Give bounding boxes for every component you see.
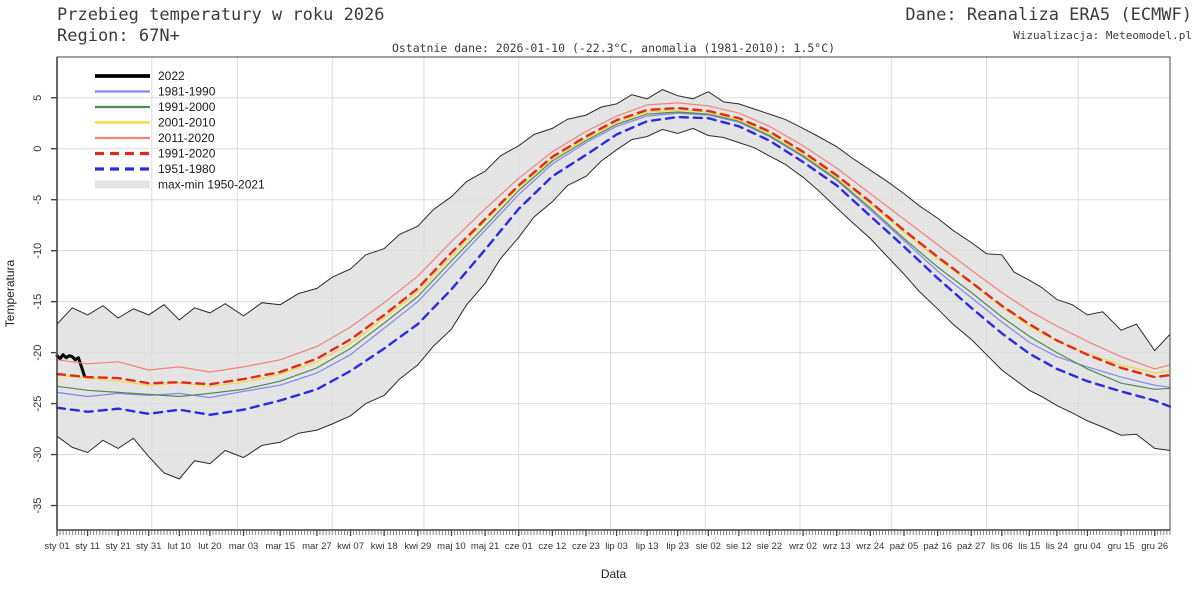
svg-text:0: 0 bbox=[32, 146, 44, 152]
svg-text:cze 12: cze 12 bbox=[538, 541, 566, 552]
svg-text:paź 05: paź 05 bbox=[890, 541, 919, 552]
legend-label: 1951-1980 bbox=[158, 162, 216, 176]
legend-item: 1951-1980 bbox=[95, 162, 216, 176]
svg-text:lis 24: lis 24 bbox=[1046, 541, 1068, 552]
minmax-band bbox=[57, 89, 1170, 479]
svg-text:wrz 24: wrz 24 bbox=[855, 541, 884, 552]
y-axis-title: Temperatura bbox=[3, 259, 17, 327]
legend-label: 1981-1990 bbox=[158, 85, 216, 99]
svg-text:cze 01: cze 01 bbox=[505, 541, 533, 552]
svg-text:sie 22: sie 22 bbox=[757, 541, 782, 552]
svg-text:-15: -15 bbox=[32, 294, 44, 310]
legend-label: 2001-2010 bbox=[158, 116, 216, 130]
x-axis-title: Data bbox=[601, 567, 627, 581]
svg-text:sty 11: sty 11 bbox=[75, 541, 100, 552]
svg-text:wrz 02: wrz 02 bbox=[788, 541, 817, 552]
legend-label: 2022 bbox=[158, 69, 185, 83]
chart-subtitle: Ostatnie dane: 2026-01-10 (-22.3°C, anom… bbox=[391, 41, 836, 55]
series-line-1981-1990 bbox=[56, 112, 1171, 399]
legend-item: 2011-2020 bbox=[95, 131, 215, 145]
svg-text:kwi 18: kwi 18 bbox=[371, 541, 398, 552]
legend-label: 2011-2020 bbox=[158, 131, 215, 145]
svg-text:mar 27: mar 27 bbox=[302, 541, 332, 552]
svg-text:5: 5 bbox=[32, 95, 44, 101]
svg-text:lis 15: lis 15 bbox=[1018, 541, 1040, 552]
svg-text:cze 23: cze 23 bbox=[572, 541, 600, 552]
svg-text:lip 13: lip 13 bbox=[636, 541, 659, 552]
region-label: Region: 67N+ bbox=[57, 26, 180, 46]
svg-text:-5: -5 bbox=[32, 195, 44, 205]
svg-text:-30: -30 bbox=[32, 447, 44, 463]
legend-item: 1991-2000 bbox=[95, 100, 216, 114]
svg-text:gru 04: gru 04 bbox=[1074, 541, 1101, 552]
svg-text:gru 15: gru 15 bbox=[1108, 541, 1135, 552]
svg-text:lip 03: lip 03 bbox=[605, 541, 628, 552]
svg-text:maj 10: maj 10 bbox=[437, 541, 466, 552]
svg-text:-25: -25 bbox=[32, 396, 44, 412]
legend-item: 2001-2010 bbox=[95, 116, 216, 130]
svg-text:gru 26: gru 26 bbox=[1141, 541, 1168, 552]
legend-label: 1991-2020 bbox=[158, 147, 216, 161]
data-source-label: Dane: Reanaliza ERA5 (ECMWF) bbox=[905, 5, 1192, 25]
svg-text:sty 21: sty 21 bbox=[105, 541, 130, 552]
svg-text:lip 23: lip 23 bbox=[666, 541, 689, 552]
svg-text:-10: -10 bbox=[32, 243, 44, 259]
svg-text:mar 15: mar 15 bbox=[265, 541, 295, 552]
series-line-1991-2020 bbox=[55, 106, 1172, 386]
svg-text:lut 10: lut 10 bbox=[168, 541, 191, 552]
svg-text:mar 03: mar 03 bbox=[229, 541, 259, 552]
legend-item: max-min 1950-2021 bbox=[95, 178, 265, 192]
minmax-band-outline bbox=[56, 89, 1171, 480]
svg-text:lis 06: lis 06 bbox=[991, 541, 1013, 552]
series-line-1991-2000 bbox=[56, 111, 1171, 398]
legend-item: 1991-2020 bbox=[95, 147, 216, 161]
legend-label: 1991-2000 bbox=[158, 100, 216, 114]
svg-text:paź 27: paź 27 bbox=[957, 541, 986, 552]
visualization-credit: Wizualizacja: Meteomodel.pl bbox=[1013, 29, 1192, 42]
svg-text:lut 20: lut 20 bbox=[198, 541, 221, 552]
page-title: Przebieg temperatury w roku 2026 bbox=[57, 5, 385, 25]
legend-label: max-min 1950-2021 bbox=[158, 178, 265, 192]
series-line-2011-2020 bbox=[56, 102, 1171, 373]
svg-text:maj 21: maj 21 bbox=[471, 541, 500, 552]
legend-item: 2022 bbox=[95, 69, 185, 83]
svg-text:wrz 13: wrz 13 bbox=[822, 541, 851, 552]
legend-item: 1981-1990 bbox=[95, 85, 216, 99]
svg-text:-20: -20 bbox=[32, 345, 44, 361]
svg-text:paź 16: paź 16 bbox=[923, 541, 952, 552]
series-line-2001-2010 bbox=[56, 109, 1171, 387]
x-axis: sty 01 sty 11 sty 21 sty 31 lut 10 lut 20 mar … bbox=[44, 530, 1168, 552]
svg-text:sty 31: sty 31 bbox=[136, 541, 161, 552]
svg-text:sie 12: sie 12 bbox=[726, 541, 751, 552]
legend-swatch-band bbox=[95, 180, 150, 189]
svg-text:kwi 07: kwi 07 bbox=[337, 541, 364, 552]
y-axis: 5 0 -5 -10 -15 -20 -25 -30 -35 bbox=[32, 95, 57, 514]
svg-text:sty 01: sty 01 bbox=[44, 541, 69, 552]
axis-titles: Temperatura Data bbox=[3, 259, 626, 581]
svg-text:-35: -35 bbox=[32, 498, 44, 514]
series-line-1951-1980 bbox=[55, 115, 1172, 416]
svg-text:kwi 29: kwi 29 bbox=[404, 541, 431, 552]
svg-text:sie 02: sie 02 bbox=[696, 541, 721, 552]
